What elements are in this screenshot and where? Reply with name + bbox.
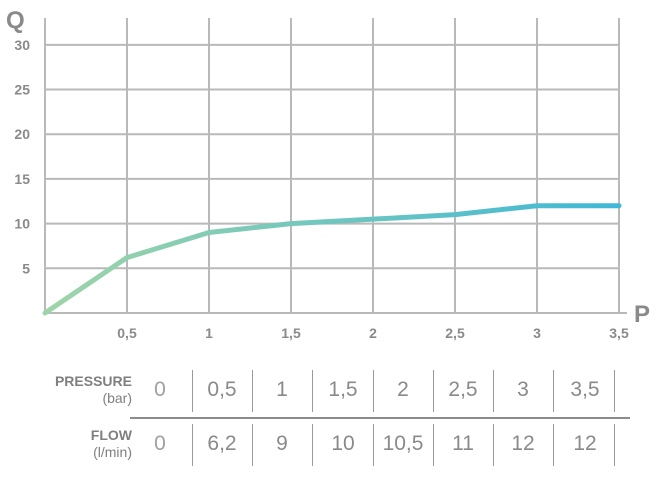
x-axis-label: P: [634, 301, 650, 328]
table-cell: 6,2: [207, 432, 237, 455]
column-divider: [252, 424, 253, 466]
column-divider: [252, 370, 253, 412]
x-tick-label: 2: [369, 325, 377, 341]
table-cell: 12: [573, 432, 597, 455]
series-line-path: [42, 203, 622, 316]
row-label-unit: (bar): [102, 390, 132, 406]
grid: [45, 18, 620, 313]
x-tick-label: 1,5: [281, 325, 301, 341]
y-tick-label: 10: [14, 216, 30, 232]
y-tick-label: 5: [22, 260, 30, 276]
table-cell: 10,5: [382, 432, 424, 455]
row-divider: [130, 417, 630, 419]
series-line: [42, 203, 622, 316]
table-cell: 2: [397, 378, 409, 401]
y-tick-label: 30: [14, 37, 30, 53]
column-divider: [493, 370, 494, 412]
pressure-flow-table: PRESSURE (bar) 0 0,5 1 1,5 2 2,5 3 3,5 FLOW (l/min)…: [20, 366, 630, 468]
column-divider: [433, 424, 434, 466]
table-row: FLOW (l/min) 0 6,2 9 10 10,5 11 12 12: [20, 420, 620, 468]
column-divider: [312, 370, 313, 412]
row-label-unit: (l/min): [93, 444, 132, 460]
table-cell: 9: [276, 432, 288, 455]
tick-labels: 0,5 1 1,5 2 2,5 3 3,5 5 10 15 20 25 30: [14, 37, 629, 341]
table-row: PRESSURE (bar) 0 0,5 1 1,5 2 2,5 3 3,5: [20, 366, 620, 414]
flow-pressure-chart: 0,5 1 1,5 2 2,5 3 3,5 5 10 15 20 25 30 Q P: [6, 7, 650, 341]
column-divider: [553, 370, 554, 412]
table-cell: 12: [511, 432, 535, 455]
x-tick-label: 3: [533, 325, 541, 341]
y-tick-label: 20: [14, 126, 30, 142]
table-cell: 1: [276, 378, 288, 401]
row-label: PRESSURE (bar): [20, 373, 132, 407]
x-tick-label: 1: [205, 325, 213, 341]
table-cell: 3: [517, 378, 529, 401]
column-divider: [192, 424, 193, 466]
y-tick-label: 15: [14, 171, 30, 187]
y-tick-label: 25: [14, 82, 30, 98]
row-label-main: PRESSURE: [54, 373, 132, 389]
table-cell: 0,5: [207, 378, 237, 401]
column-divider: [312, 424, 313, 466]
table-cell: 1,5: [328, 378, 358, 401]
column-divider: [192, 370, 193, 412]
x-tick-label: 0,5: [117, 325, 137, 341]
column-divider: [373, 424, 374, 466]
table-cell: 0: [154, 432, 166, 455]
column-divider: [614, 424, 615, 466]
column-divider: [493, 424, 494, 466]
table-cell: 3,5: [570, 378, 600, 401]
table-cell: 11: [452, 432, 474, 455]
x-tick-label: 3,5: [609, 325, 629, 341]
column-divider: [373, 370, 374, 412]
x-tick-label: 2,5: [445, 325, 465, 341]
table-cell: 2,5: [448, 378, 478, 401]
table-cell: 10: [331, 432, 355, 455]
column-divider: [614, 370, 615, 412]
row-label-main: FLOW: [90, 427, 132, 443]
column-divider: [433, 370, 434, 412]
column-divider: [553, 424, 554, 466]
row-label: FLOW (l/min): [20, 427, 132, 461]
y-axis-label: Q: [6, 7, 25, 34]
table-cell: 0: [154, 378, 166, 401]
axes: [44, 18, 627, 314]
